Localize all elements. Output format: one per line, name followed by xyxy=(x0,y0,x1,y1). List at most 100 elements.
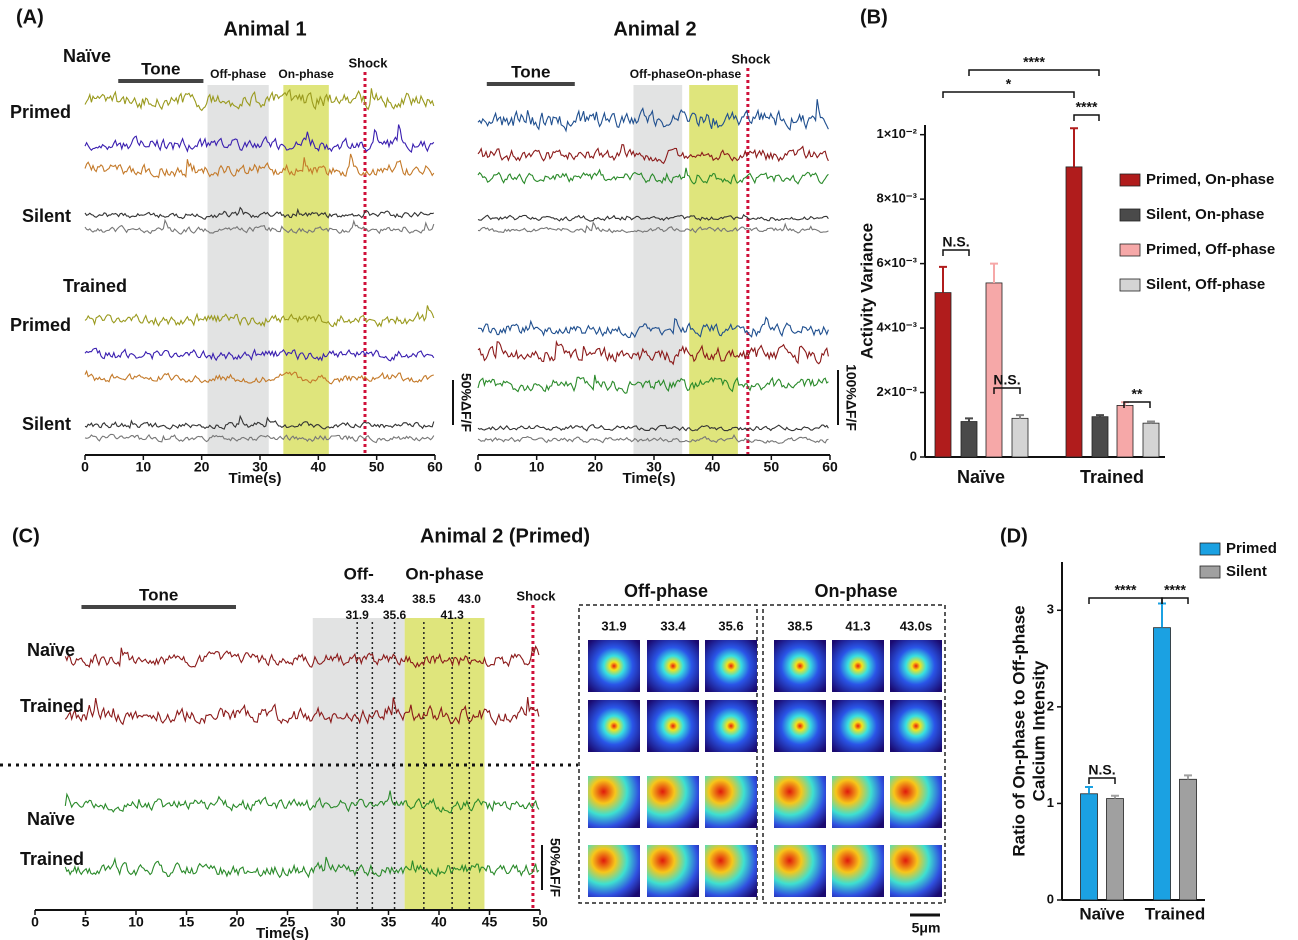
bar xyxy=(1117,405,1133,457)
phase-label: Off-phase xyxy=(210,67,266,81)
bar xyxy=(1180,779,1197,900)
heatmap xyxy=(890,700,942,752)
x-tick-label: Trained xyxy=(1145,904,1205,923)
significance-label: **** xyxy=(1023,54,1045,70)
x-tick-label: 60 xyxy=(822,459,838,475)
x-tick-label: 5 xyxy=(82,914,90,930)
heatmap xyxy=(705,845,757,897)
row-label: Naïve xyxy=(27,640,75,660)
x-tick-label: 10 xyxy=(136,459,152,475)
heatmap xyxy=(647,700,699,752)
bar xyxy=(961,422,977,457)
x-axis-label: Time(s) xyxy=(622,470,675,487)
heatmap xyxy=(890,640,942,692)
frame-label: 33.4 xyxy=(660,618,686,633)
row-label: Trained xyxy=(63,276,127,296)
significance-bracket xyxy=(969,70,1099,76)
x-tick-label: 20 xyxy=(588,459,604,475)
x-tick-label: 10 xyxy=(128,914,144,930)
y-axis-label: Ratio of On-phase to Off-phase xyxy=(1009,605,1028,856)
frame-label: 41.3 xyxy=(845,618,870,633)
significance-label: N.S. xyxy=(942,234,969,250)
heatmap xyxy=(647,640,699,692)
phase-label: Off- xyxy=(344,564,374,583)
heatmap xyxy=(588,700,640,752)
tone-label: Tone xyxy=(139,585,178,604)
legend-swatch xyxy=(1120,279,1140,291)
x-tick-label: Naïve xyxy=(957,467,1005,487)
x-tick-label: 60 xyxy=(427,459,443,475)
time-marker-label: 33.4 xyxy=(361,592,385,606)
y-tick-label: 3 xyxy=(1047,602,1054,617)
x-tick-label: 50 xyxy=(764,459,780,475)
x-tick-label: 50 xyxy=(532,914,548,930)
x-tick-label: 0 xyxy=(81,459,89,475)
error-bar xyxy=(1016,415,1024,418)
significance-label: N.S. xyxy=(1088,762,1115,778)
y-tick-label: 1×10⁻² xyxy=(877,126,918,141)
phase-shade xyxy=(689,85,738,455)
significance-bracket xyxy=(1074,115,1099,121)
legend-swatch xyxy=(1200,566,1220,578)
heatmap xyxy=(832,640,884,692)
row-label: Primed xyxy=(10,102,71,122)
heatmap xyxy=(890,776,942,828)
heatmap xyxy=(890,845,942,897)
bar xyxy=(986,283,1002,457)
bar xyxy=(1066,167,1082,457)
panel-title: Animal 1 xyxy=(223,18,306,40)
legend-label: Primed, Off-phase xyxy=(1146,241,1275,258)
phase-label: On-phase xyxy=(278,67,334,81)
panel-label: (A) xyxy=(16,6,44,28)
error-bar xyxy=(1111,796,1119,799)
error-bar xyxy=(1085,787,1093,794)
heatmap xyxy=(588,845,640,897)
figure: (A)(B)(C)(D)ToneOff-phaseOn-phaseShock01… xyxy=(0,0,1298,940)
heatmap xyxy=(774,640,826,692)
time-marker-label: 31.9 xyxy=(346,608,370,622)
x-tick-label: 10 xyxy=(529,459,545,475)
error-bar xyxy=(965,418,973,421)
y-tick-label: 8×10⁻³ xyxy=(877,191,918,206)
error-bar xyxy=(939,267,947,293)
phase-shade xyxy=(633,85,682,455)
tone-label: Tone xyxy=(141,59,180,78)
heatmap xyxy=(774,776,826,828)
heatmap xyxy=(832,845,884,897)
shock-label: Shock xyxy=(731,51,771,66)
significance-label: N.S. xyxy=(993,372,1020,388)
phase-label: On-phase xyxy=(405,564,483,583)
heatmap xyxy=(705,640,757,692)
y-tick-label: 0 xyxy=(910,448,917,463)
panel-label: (D) xyxy=(1000,525,1028,547)
significance-label: * xyxy=(1006,76,1012,92)
panel-label: (C) xyxy=(12,525,40,547)
significance-label: **** xyxy=(1115,582,1137,598)
heatmap xyxy=(774,700,826,752)
frame-header: On-phase xyxy=(814,581,897,601)
heatmap xyxy=(774,845,826,897)
legend-label: Silent, Off-phase xyxy=(1146,276,1265,293)
heatmap xyxy=(588,776,640,828)
legend-label: Primed, On-phase xyxy=(1146,171,1274,188)
heatmap xyxy=(588,640,640,692)
shock-label: Shock xyxy=(348,55,388,70)
y-axis-label: Calcium Intensity xyxy=(1029,660,1048,801)
bar xyxy=(1092,417,1108,457)
heatmap xyxy=(647,845,699,897)
y-tick-label: 2×10⁻³ xyxy=(877,384,918,399)
scale-bar-label: 50%ΔF/F xyxy=(458,373,474,433)
tone-label: Tone xyxy=(511,62,550,81)
significance-label: **** xyxy=(1076,99,1098,115)
x-axis-label: Time(s) xyxy=(256,925,309,940)
time-marker-label: 41.3 xyxy=(440,608,464,622)
significance-label: **** xyxy=(1164,582,1186,598)
x-tick-label: 15 xyxy=(179,914,195,930)
legend-swatch xyxy=(1120,209,1140,221)
scale-bar-label: 5μm xyxy=(912,920,941,936)
significance-label: ** xyxy=(1132,386,1143,402)
x-tick-label: 50 xyxy=(369,459,385,475)
y-tick-label: 6×10⁻³ xyxy=(877,255,918,270)
significance-bracket xyxy=(1089,598,1162,604)
x-tick-label: 0 xyxy=(31,914,39,930)
